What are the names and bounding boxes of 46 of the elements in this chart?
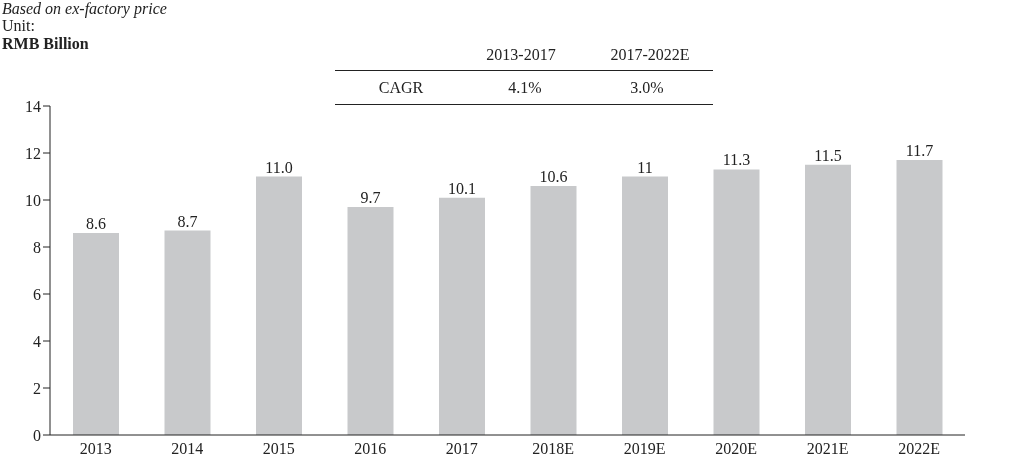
bar <box>713 169 760 435</box>
data-label: 9.7 <box>360 189 381 207</box>
bar <box>530 185 577 435</box>
bar <box>439 197 485 435</box>
data-label: 11.0 <box>265 158 293 176</box>
y-tick-label: 8 <box>33 238 41 256</box>
text: 4.1% <box>508 79 542 97</box>
x-tick-label: 2016 <box>354 440 387 458</box>
bar <box>347 207 394 435</box>
data-label: 8.6 <box>86 214 106 232</box>
x-tick-label: 2017 <box>445 440 478 458</box>
y-tick-label: 12 <box>25 144 41 162</box>
y-tick-label: 14 <box>25 97 41 115</box>
data-label: 11.5 <box>814 146 842 164</box>
y-tick-label: 0 <box>33 426 41 444</box>
data-label: 8.7 <box>177 212 198 230</box>
y-tick-label: 10 <box>25 191 41 209</box>
x-tick-label: 2019E <box>623 440 666 458</box>
data-label: 11.3 <box>722 151 751 169</box>
x-tick-label: 2022E <box>898 440 941 458</box>
x-tick-label: 2018E <box>532 440 575 458</box>
bar <box>164 230 211 435</box>
bar <box>622 176 668 435</box>
text: CAGR <box>378 79 424 97</box>
text: 2017-2022E <box>610 46 690 64</box>
y-axis-title: RMB Billion <box>2 35 89 53</box>
bar <box>256 176 302 435</box>
x-tick-label: 2021E <box>806 440 849 458</box>
data-label: 11.7 <box>905 142 934 160</box>
x-tick-label: 2020E <box>715 440 758 458</box>
x-tick-label: 2013 <box>79 440 112 458</box>
x-tick-label: 2015 <box>262 440 295 458</box>
data-label: 10.6 <box>539 167 568 185</box>
text: Unit: <box>2 17 35 35</box>
data-label: 11 <box>637 158 653 176</box>
text: 3.0% <box>630 79 664 97</box>
y-tick-label: 6 <box>33 285 41 303</box>
bar <box>73 232 119 435</box>
y-tick-label: 4 <box>33 332 41 350</box>
text: 2013-2017 <box>486 46 556 64</box>
y-tick-label: 2 <box>33 379 41 397</box>
chart-subtitle: Based on ex-factory price <box>2 0 167 18</box>
x-tick-label: 2014 <box>171 440 204 458</box>
bar <box>805 164 851 435</box>
bar <box>896 160 943 435</box>
data-label: 10.1 <box>448 179 476 197</box>
